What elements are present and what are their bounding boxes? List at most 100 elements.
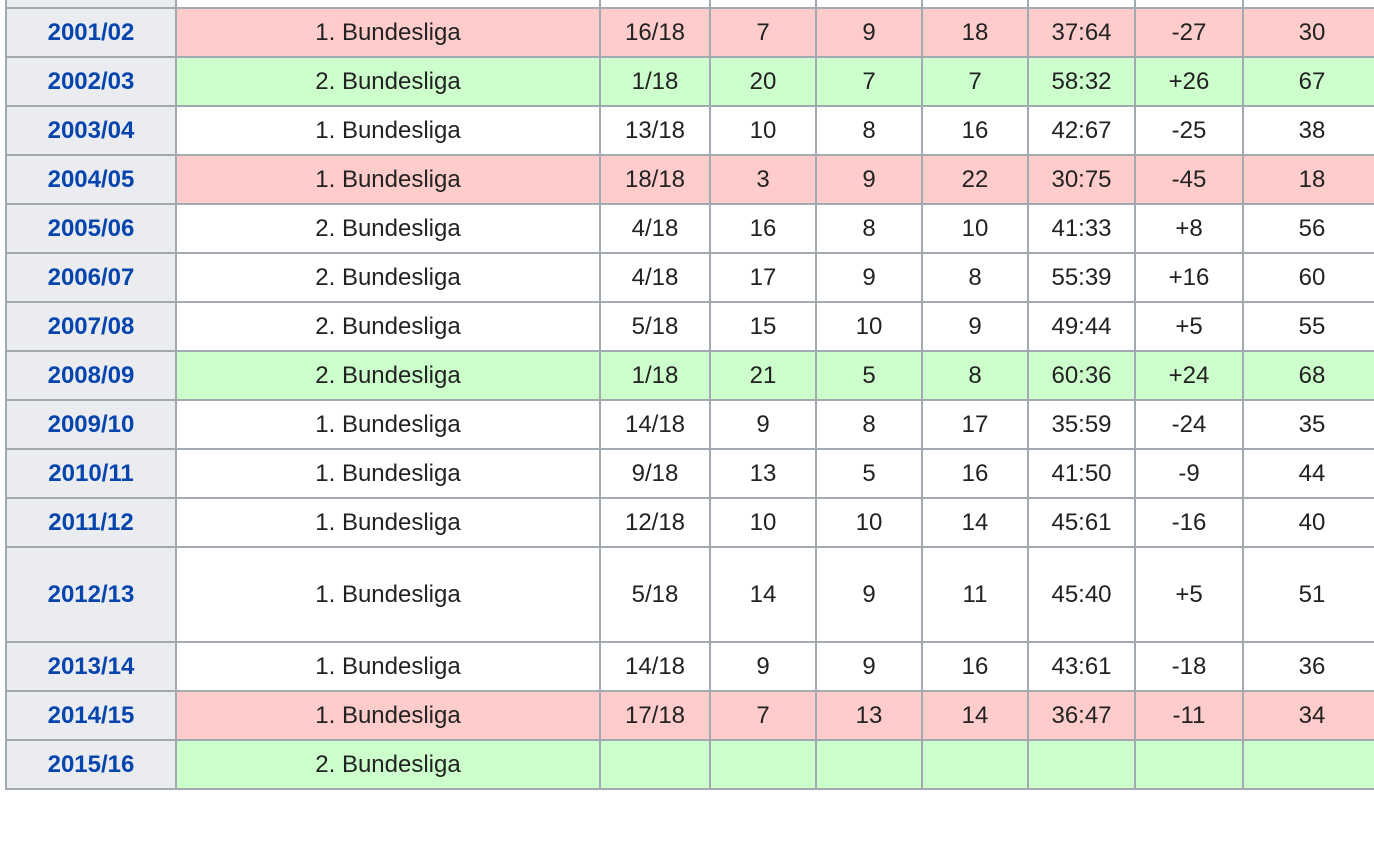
rank-cell: 9/18	[599, 448, 711, 499]
table-row: 2015/16 2. Bundesliga	[5, 739, 1374, 790]
points-cell	[1242, 739, 1374, 790]
rank-cell: 16/18	[599, 7, 711, 58]
season-cell: 2015/16	[5, 739, 177, 790]
goals-cell: 45:61	[1027, 497, 1136, 548]
points-cell: 40	[1242, 497, 1374, 548]
draws-cell: 7	[815, 56, 923, 107]
table-row: 2001/02 1. Bundesliga 16/18 7 9 18 37:64 -27 30	[5, 7, 1374, 58]
season-link[interactable]: 2007/08	[47, 312, 135, 340]
goal-diff-cell: +26	[1134, 56, 1244, 107]
losses-cell: 9	[921, 301, 1029, 352]
goal-diff-cell	[1134, 0, 1244, 9]
season-link[interactable]: 2003/04	[47, 116, 135, 144]
rank-cell: 12/18	[599, 497, 711, 548]
goals-cell: 43:61	[1027, 641, 1136, 692]
rank-cell	[599, 739, 711, 790]
league-cell: 1. Bundesliga	[175, 448, 601, 499]
season-cell: 2001/02	[5, 7, 177, 58]
league-cell: 2. Bundesliga	[175, 739, 601, 790]
goal-diff-cell: -9	[1134, 448, 1244, 499]
draws-cell: 10	[815, 301, 923, 352]
table-row: 2008/09 2. Bundesliga 1/18 21 5 8 60:36 +24 68	[5, 350, 1374, 401]
rank-cell: 14/18	[599, 399, 711, 450]
wins-cell	[709, 0, 817, 9]
losses-cell: 18	[921, 7, 1029, 58]
draws-cell: 8	[815, 105, 923, 156]
rank-cell	[599, 0, 711, 9]
goals-cell: 42:67	[1027, 105, 1136, 156]
season-link[interactable]: 2011/12	[48, 508, 134, 536]
goal-diff-cell: -24	[1134, 399, 1244, 450]
season-link[interactable]: 2009/10	[47, 410, 135, 438]
table-row: 2012/13 1. Bundesliga 5/18 14 9 11 45:40 +5 51	[5, 546, 1374, 643]
season-link[interactable]: 2015/16	[47, 750, 135, 778]
goals-cell: 45:40	[1027, 546, 1136, 643]
points-cell: 44	[1242, 448, 1374, 499]
draws-cell: 9	[815, 154, 923, 205]
table-row: 2002/03 2. Bundesliga 1/18 20 7 7 58:32 +26 67	[5, 56, 1374, 107]
table-row: 2011/12 1. Bundesliga 12/18 10 10 14 45:61 -16 4…	[5, 497, 1374, 548]
points-cell: 30	[1242, 7, 1374, 58]
league-cell: 1. Bundesliga	[175, 399, 601, 450]
league-cell: 1. Bundesliga	[175, 7, 601, 58]
league-cell: 2. Bundesliga	[175, 350, 601, 401]
league-cell: 1. Bundesliga	[175, 546, 601, 643]
points-cell: 34	[1242, 690, 1374, 741]
losses-cell: 14	[921, 690, 1029, 741]
table-row: 2013/14 1. Bundesliga 14/18 9 9 16 43:61 -18 36	[5, 641, 1374, 692]
wins-cell: 17	[709, 252, 817, 303]
goal-diff-cell: -16	[1134, 497, 1244, 548]
losses-cell	[921, 739, 1029, 790]
draws-cell: 8	[815, 399, 923, 450]
draws-cell: 9	[815, 7, 923, 58]
goal-diff-cell: -27	[1134, 7, 1244, 58]
season-cell: 2007/08	[5, 301, 177, 352]
rank-cell: 1/18	[599, 56, 711, 107]
losses-cell: 8	[921, 350, 1029, 401]
season-link[interactable]: 2010/11	[48, 459, 134, 487]
table-row: 2010/11 1. Bundesliga 9/18 13 5 16 41:50 -9 44	[5, 448, 1374, 499]
goal-diff-cell: -25	[1134, 105, 1244, 156]
rank-cell: 4/18	[599, 252, 711, 303]
losses-cell: 16	[921, 448, 1029, 499]
goals-cell	[1027, 0, 1136, 9]
season-link[interactable]: 2004/05	[47, 165, 135, 193]
season-cell: 2009/10	[5, 399, 177, 450]
season-link[interactable]: 2005/06	[47, 214, 135, 242]
wins-cell: 7	[709, 690, 817, 741]
season-cell: 2012/13	[5, 546, 177, 643]
season-link[interactable]: 2014/15	[47, 701, 135, 729]
losses-cell: 22	[921, 154, 1029, 205]
goals-cell: 41:50	[1027, 448, 1136, 499]
wins-cell: 9	[709, 399, 817, 450]
draws-cell: 13	[815, 690, 923, 741]
losses-cell: 16	[921, 105, 1029, 156]
season-cell: 2014/15	[5, 690, 177, 741]
wins-cell: 15	[709, 301, 817, 352]
rank-cell: 17/18	[599, 690, 711, 741]
losses-cell: 16	[921, 641, 1029, 692]
goals-cell: 58:32	[1027, 56, 1136, 107]
draws-cell	[815, 739, 923, 790]
season-cell: 2002/03	[5, 56, 177, 107]
goal-diff-cell	[1134, 739, 1244, 790]
wins-cell: 10	[709, 497, 817, 548]
wins-cell: 21	[709, 350, 817, 401]
season-cell	[5, 0, 177, 9]
points-cell: 55	[1242, 301, 1374, 352]
season-link[interactable]: 2002/03	[47, 67, 135, 95]
losses-cell: 11	[921, 546, 1029, 643]
points-cell: 38	[1242, 105, 1374, 156]
points-cell: 60	[1242, 252, 1374, 303]
draws-cell: 9	[815, 252, 923, 303]
wins-cell: 14	[709, 546, 817, 643]
season-link[interactable]: 2001/02	[47, 18, 135, 46]
losses-cell: 7	[921, 56, 1029, 107]
season-link[interactable]: 2008/09	[47, 361, 135, 389]
wins-cell: 20	[709, 56, 817, 107]
table-row: 2007/08 2. Bundesliga 5/18 15 10 9 49:44 +5 55	[5, 301, 1374, 352]
season-link[interactable]: 2013/14	[47, 652, 135, 680]
season-link[interactable]: 2006/07	[47, 263, 135, 291]
goals-cell	[1027, 739, 1136, 790]
season-link[interactable]: 2012/13	[47, 580, 135, 608]
